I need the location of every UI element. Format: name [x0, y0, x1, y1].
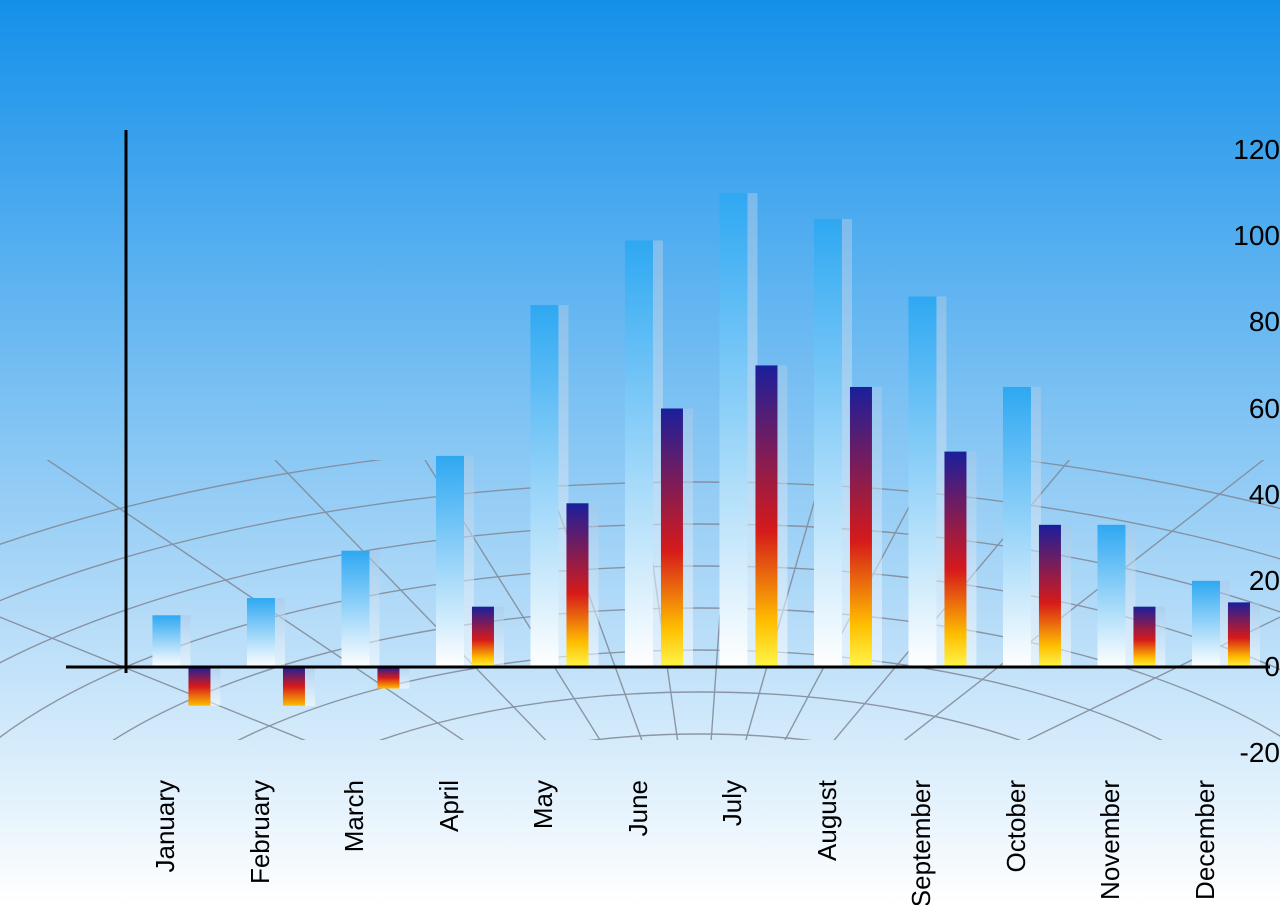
bar-primary [814, 219, 842, 667]
y-tick-label: 80 [1172, 306, 1280, 338]
y-tick-label: -20 [1172, 737, 1280, 769]
bar-secondary [566, 503, 588, 667]
bar-secondary [661, 409, 683, 668]
x-tick-label: March [339, 780, 370, 852]
x-tick-label: April [434, 780, 465, 832]
bar-primary [341, 551, 369, 667]
x-tick-label: February [245, 780, 276, 884]
bar-secondary [188, 667, 210, 706]
x-tick-label: January [150, 780, 181, 873]
y-tick-label: 40 [1172, 479, 1280, 511]
y-tick-label: 120 [1172, 134, 1280, 166]
bar-secondary [377, 667, 399, 689]
x-tick-label: October [1001, 780, 1032, 873]
bar-primary [625, 240, 653, 667]
bar-secondary [283, 667, 305, 706]
x-tick-label: December [1190, 780, 1221, 900]
y-tick-label: 0 [1172, 651, 1280, 683]
bar-primary [247, 598, 275, 667]
bar-primary [1097, 525, 1125, 667]
bar-primary [908, 296, 936, 667]
x-tick-label: July [717, 780, 748, 826]
bar-primary [719, 193, 747, 667]
y-tick-label: 20 [1172, 565, 1280, 597]
bar-secondary [850, 387, 872, 667]
bar-primary [1003, 387, 1031, 667]
chart-container: -20 0 20 40 60 80 100 120 January February March A… [0, 0, 1280, 905]
y-tick-label: 60 [1172, 393, 1280, 425]
bar-secondary [1133, 607, 1155, 667]
bar-primary [436, 456, 464, 667]
bar-primary [530, 305, 558, 667]
x-tick-label: June [623, 780, 654, 836]
bar-primary [152, 615, 180, 667]
x-tick-label: September [906, 780, 937, 905]
x-tick-label: November [1095, 780, 1126, 900]
bar-secondary [472, 607, 494, 667]
bar-secondary [1039, 525, 1061, 667]
x-tick-label: August [812, 780, 843, 861]
bar-secondary [944, 452, 966, 667]
y-tick-label: 100 [1172, 220, 1280, 252]
monthly-bar-chart [0, 0, 1280, 905]
bar-secondary [755, 365, 777, 667]
x-tick-label: May [528, 780, 559, 829]
